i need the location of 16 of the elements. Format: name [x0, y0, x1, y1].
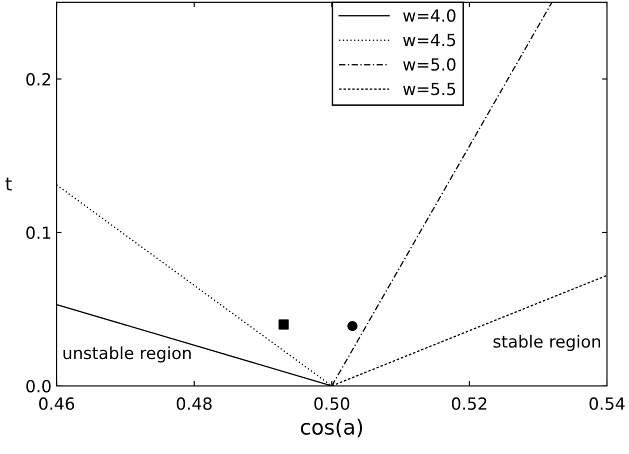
x-axis-title: cos(a): [300, 418, 362, 438]
y-tick-label: 0.1: [26, 226, 50, 240]
x-tick-label: 0.52: [452, 397, 486, 410]
x-tick-label: 0.48: [176, 397, 212, 410]
annotation: unstable region: [64, 346, 191, 363]
y-tick-label: 0.2: [26, 72, 50, 86]
annotation: stable region: [493, 334, 600, 352]
legend-label: w=4.0: [403, 9, 456, 22]
legend-label: w=5.5: [403, 82, 456, 96]
legend-label: w=5.0: [403, 58, 456, 71]
x-tick-label: 0.50: [314, 397, 350, 410]
x-tick-label: 0.54: [590, 397, 625, 410]
legend-label: w=4.5: [403, 34, 456, 46]
y-tick-label: 0.0: [26, 380, 51, 392]
y-axis-title: t: [6, 178, 12, 190]
x-tick-label: 0.46: [39, 397, 74, 410]
